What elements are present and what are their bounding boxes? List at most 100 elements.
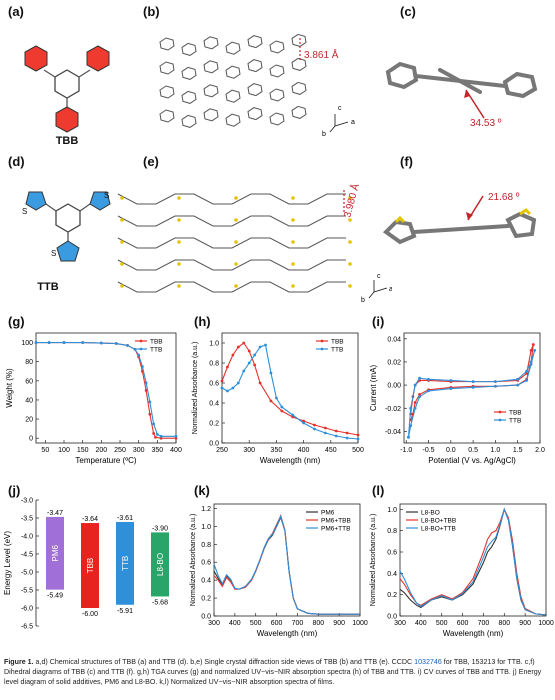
ccdc-link[interactable]: 1032746 [414,658,442,666]
y-axis-title: Current (mA) [369,365,378,412]
absorption-chart-h: 250 300 350 400 450 500 0.0 0.2 0.4 0.6 0.8 1.0 Wave… [192,332,364,465]
x-tick-label: 500 [250,620,262,627]
tbb-ring-glyph [291,81,307,95]
tbb-ring-glyph [181,42,197,56]
tbb-phenyl-right [86,45,110,72]
y-tick-label: 40 [25,397,33,404]
x-axis-title: Wavelength (nm) [260,456,321,465]
data-point [114,342,118,345]
tbb-ring-glyph [159,37,175,51]
data-point [280,405,284,409]
data-point [356,433,360,437]
legend-label: TBB [331,339,344,346]
tbb-ring-glyph [225,65,241,79]
tbb-ring-glyph [291,33,307,47]
panel-label-l: (l) [372,483,385,498]
data-point [345,431,349,435]
ttb-chain-path [117,193,346,205]
bar-category-label: L8-BO [156,553,165,576]
ttb-chain-path [117,237,346,249]
absorption-chart-l: 300 400 500 600 700 800 900 1000 0.0 0.2 0.4 0.6 0.8… [370,503,554,638]
legend-label: L8-BO [421,510,440,517]
x-tick-label: 400 [415,620,427,627]
homo-label: -6.00 [82,611,98,618]
y-axis-title: Normalized Absorbance (a.u.) [190,514,197,607]
tbb-ring-glyph [159,109,175,123]
panel-label-k: (k) [194,483,210,498]
x-tick-label: 300 [394,620,406,627]
legend-marker [139,347,143,351]
axis-label-a: a [351,119,355,126]
data-point [291,415,295,419]
panel-label-c: (c) [400,4,416,19]
ttb-sulfur-dot [348,240,352,244]
x-tick-label: 1.5 [513,447,523,454]
ttb-sulfur-dot [348,196,352,200]
ttb-sulfur-dot [120,240,124,244]
data-point [313,423,316,427]
y-tick-label: 1.2 [201,506,211,513]
ttb-sulfur-dot [348,262,352,266]
ttb-sulfur-dot [234,240,238,244]
y-tick-label: 0.0 [209,441,219,448]
absorption-chart-k: 300 400 500 600 700 800 900 1000 0.0 0.2 0.4 0.6 0.8… [190,503,368,638]
x-axis-title: Wavelength (nm) [257,629,318,638]
x-tick-label: 350 [271,447,283,454]
ttb-sulfur-bottom: S [51,249,56,258]
axis-label-b: b [322,131,326,138]
ttb-chain-path [117,281,346,293]
panel-label-j: (j) [8,483,21,498]
legend-label: TTB [150,347,162,354]
y-tick-label: 0.8 [387,528,397,535]
y-tick-label: -3.5 [21,516,33,523]
x-tick-label: 900 [519,620,531,627]
data-point [99,341,103,345]
y-tick-label: 0.4 [201,578,211,585]
x-axis-title: Wavelength (nm) [443,629,504,638]
tbb-ring-glyph [203,36,219,50]
tbb-molecular-layers [159,33,307,128]
y-tick-label: -3.0 [21,498,33,505]
lumo-label: -3.90 [152,525,168,532]
axes-b [329,114,349,133]
data-point [529,362,533,366]
x-tick-label: 500 [436,620,448,627]
x-axis-title: Potential (V vs. Ag/AgCl) [428,456,516,465]
data-point [345,436,349,440]
axes-e [368,280,388,299]
data-point [529,348,533,352]
y-tick-label: -5.0 [21,570,33,577]
energy-level-chart: -6.5 -6.0 -5.5 -5.0 -4.5 -4.0 -3.5 -3.0 Energy L… [3,498,169,631]
tbb-dihedral-view: 34.53 º [385,61,538,129]
ttb-sulfur-dot [234,262,238,266]
data-point [407,435,410,439]
axis-e-label-b: b [361,297,365,304]
panel-label-f: (f) [400,154,413,169]
tbb-ring-glyph [159,85,175,99]
legend-label: TBB [509,410,522,417]
ttb-sulfur-dot [234,218,238,222]
data-point [525,379,529,382]
energy-bar-l8-bo [151,532,169,597]
legend-label: TTB [331,347,343,354]
tbb-name: TBB [56,135,79,147]
data-point [525,372,529,375]
data-point [226,365,229,369]
y-tick-label: 0.6 [387,550,397,557]
tbb-dihedral-rings [385,61,538,99]
x-tick-label: 600 [457,620,469,627]
bar-category-label: TTB [121,556,130,571]
y-tick-label: 0.2 [201,596,211,603]
energy-bar-pm6 [46,516,64,590]
y-axis-title: Normalized Absorbance (a.u.) [370,514,377,607]
data-point [148,400,152,404]
tbb-ring-glyph [203,84,219,98]
data-point [220,379,224,383]
tga-chart: 50 100 150 200 250 300 350 400 0 20 40 60 80 100 Tempe… [5,332,182,465]
ttb-angle-label: 21.68 º [488,192,520,203]
axis-e-label-c: c [377,273,381,280]
x-tick-label: 700 [478,620,490,627]
tbb-ring-glyph [247,59,263,73]
x-tick-label: -0.5 [422,447,434,454]
tbb-crystal-view: 3.861 Å c a b [159,33,355,138]
